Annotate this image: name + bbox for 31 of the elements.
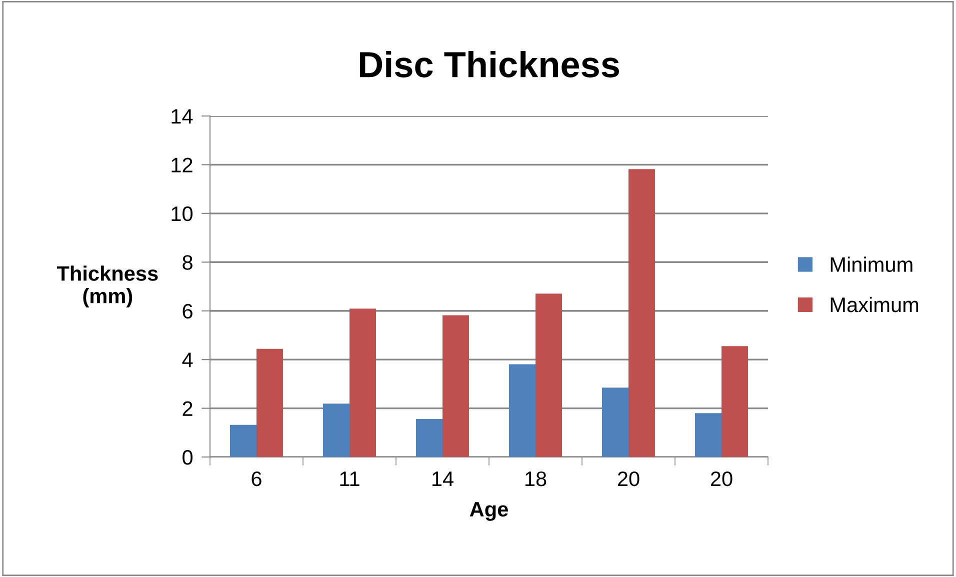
bar xyxy=(722,346,748,457)
y-tick-label: 4 xyxy=(182,352,193,368)
x-tick-label: 20 xyxy=(618,471,640,486)
bar xyxy=(628,169,656,457)
x-tick-label: 18 xyxy=(526,471,546,486)
x-axis-title: Age xyxy=(470,502,508,521)
bar xyxy=(416,419,442,457)
bar xyxy=(694,413,722,457)
y-axis-title: Thickness (mm) xyxy=(56,266,158,308)
bar xyxy=(442,315,470,457)
bar xyxy=(230,424,256,457)
y-tick-label: 6 xyxy=(182,304,192,319)
bar xyxy=(322,404,350,457)
x-tick-label: 20 xyxy=(710,471,732,486)
x-tick-label: 11 xyxy=(340,472,360,486)
legend-label: Maximum xyxy=(830,296,918,312)
y-tick-label: 12 xyxy=(172,158,192,172)
y-tick-label: 10 xyxy=(172,206,193,222)
legend-label: Minimum xyxy=(830,256,912,272)
chart-title: Disc Thickness xyxy=(360,50,619,78)
y-tick-label: 8 xyxy=(182,255,192,270)
x-tick-label: 14 xyxy=(432,472,454,486)
y-tick-label: 2 xyxy=(182,401,192,416)
bar xyxy=(350,308,376,457)
y-tick-label: 0 xyxy=(182,450,193,465)
x-tick-label: 6 xyxy=(252,471,262,486)
bar xyxy=(536,294,562,457)
bar xyxy=(508,364,536,457)
y-tick-label: 14 xyxy=(172,109,193,124)
bar xyxy=(602,388,628,457)
bar xyxy=(256,348,284,457)
